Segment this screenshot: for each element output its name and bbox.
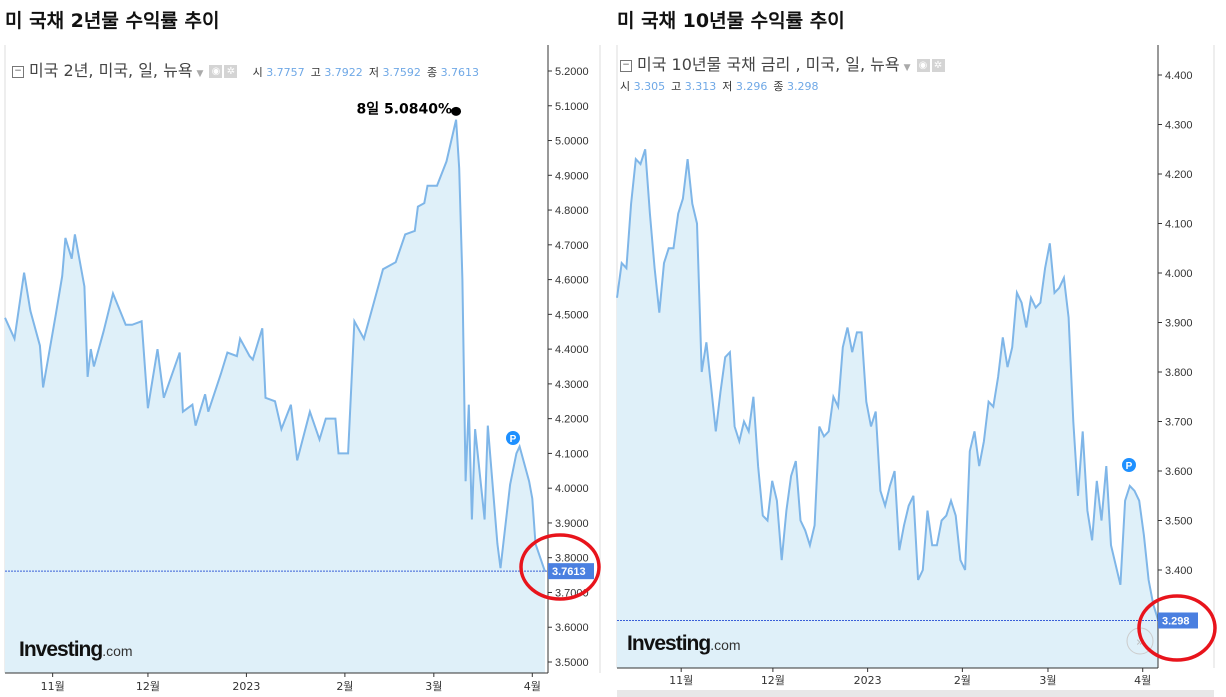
area-fill — [5, 119, 545, 673]
y-tick-label: 3.800 — [1165, 367, 1193, 379]
x-tick-label: 4월 — [524, 680, 541, 693]
left-chart: 5.2000 5.1000 5.0000 4.9000 4.8000 4.7000 4.60… — [4, 45, 601, 693]
x-tick-label: 3월 — [425, 680, 442, 693]
series-line — [616, 148, 1159, 620]
last-price-label: 3.298 — [1162, 615, 1190, 627]
y-tick-label: 4.9000 — [555, 170, 589, 182]
x-tick-label: 2023 — [232, 680, 260, 693]
right-chart-header: − 미국 10년물 국채 금리 , 미국, 일, 뉴욕 ▼ ◉ ✲ 시 3.305 고 3… — [620, 51, 945, 94]
investing-logo: Investing.com — [627, 632, 741, 655]
collapse-icon[interactable]: − — [620, 59, 632, 72]
y-tick-label: 3.600 — [1165, 466, 1193, 478]
collapse-icon[interactable]: − — [12, 65, 24, 78]
y-tick-label: 4.8000 — [555, 205, 589, 217]
y-tick-label: 4.000 — [1165, 268, 1193, 280]
y-tick-label: 3.9000 — [555, 518, 589, 530]
last-price-label: 3.7613 — [552, 566, 586, 578]
y-tick-label: 3.900 — [1165, 318, 1193, 330]
y-tick-label: 4.7000 — [555, 240, 589, 252]
highlight-circle — [1137, 594, 1217, 662]
y-tick-label: 5.0000 — [555, 136, 589, 148]
p-marker-label: P — [1126, 461, 1133, 472]
y-tick-label: 3.500 — [1165, 516, 1193, 528]
y-tick-label: 5.2000 — [555, 66, 589, 78]
y-tick-label: 4.400 — [1165, 70, 1193, 82]
last-price-tag — [1158, 612, 1198, 629]
bottom-scrollbar[interactable] — [617, 690, 1214, 697]
left-title: 미 국채 2년물 수익률 추이 — [5, 10, 220, 32]
x-tick-label: 11월 — [669, 674, 693, 687]
eye-icon[interactable]: ◉ — [916, 59, 930, 72]
y-tick-label: 3.400 — [1165, 565, 1193, 577]
y-tick-label: 3.5000 — [555, 657, 589, 669]
y-tick-label: 4.0000 — [555, 483, 589, 495]
right-title: 미 국채 10년물 수익률 추이 — [617, 10, 845, 32]
y-tick-label: 4.5000 — [555, 309, 589, 321]
y-tick-label: 3.7000 — [555, 587, 589, 599]
x-tick-label: 2월 — [336, 680, 353, 693]
y-tick-label: 3.700 — [1165, 417, 1193, 429]
y-tick-label: 4.3000 — [555, 379, 589, 391]
highlight-circle — [519, 533, 601, 601]
right-chart: 4.400 4.300 4.200 4.100 4.000 3.900 3.800 3.700… — [616, 45, 1217, 697]
area-fill — [617, 149, 1158, 669]
dropdown-caret-icon[interactable]: ▼ — [196, 69, 204, 79]
left-chart-header: − 미국 2년, 미국, 일, 뉴욕 ▼ ◉ ✲ 시 3.7757 고 3.7922 저 3… — [12, 57, 485, 81]
y-tick-label: 4.1000 — [555, 448, 589, 460]
peak-dot — [451, 106, 462, 116]
last-price-tag — [548, 563, 594, 580]
x-tick-label: 3월 — [1039, 674, 1056, 687]
left-instrument[interactable]: 미국 2년, 미국, 일, 뉴욕 — [29, 61, 193, 80]
dropdown-caret-icon[interactable]: ▼ — [903, 63, 911, 73]
eye-icon[interactable]: ◉ — [209, 65, 223, 78]
x-tick-label: 12월 — [136, 680, 160, 693]
y-tick-label: 4.4000 — [555, 344, 589, 356]
p-marker-label: P — [510, 434, 517, 445]
right-instrument[interactable]: 미국 10년물 국채 금리 , 미국, 일, 뉴욕 — [637, 55, 900, 74]
y-tick-label: 4.200 — [1165, 169, 1193, 181]
y-tick-label: 4.300 — [1165, 120, 1193, 132]
gear-icon[interactable]: ✲ — [224, 65, 238, 78]
y-tick-label: 4.6000 — [555, 275, 589, 287]
y-tick-label: 5.1000 — [555, 101, 589, 113]
x-tick-label: 4월 — [1134, 674, 1151, 687]
peak-annotation: 8일 5.0840% — [356, 101, 452, 117]
y-tick-label: 4.2000 — [555, 414, 589, 426]
p-marker-icon — [506, 431, 520, 445]
y-tick-label: 4.100 — [1165, 219, 1193, 231]
x-tick-label: 2023 — [854, 674, 882, 687]
double-chevron-glyph: » — [1136, 635, 1144, 650]
y-tick-label: 3.8000 — [555, 553, 589, 565]
p-marker-icon — [1122, 458, 1136, 472]
x-tick-label: 11월 — [41, 680, 65, 693]
x-tick-label: 2월 — [954, 674, 971, 687]
right-ohlc: 시 3.305 고 3.313 저 3.296 종 3.298 — [620, 80, 819, 93]
left-ohlc: 시 3.7757 고 3.7922 저 3.7592 종 3.7613 — [252, 66, 480, 79]
y-tick-label: 3.6000 — [555, 622, 589, 634]
x-tick-label: 12월 — [761, 674, 785, 687]
gear-icon[interactable]: ✲ — [931, 59, 945, 72]
investing-logo: Investing.com — [19, 638, 133, 661]
